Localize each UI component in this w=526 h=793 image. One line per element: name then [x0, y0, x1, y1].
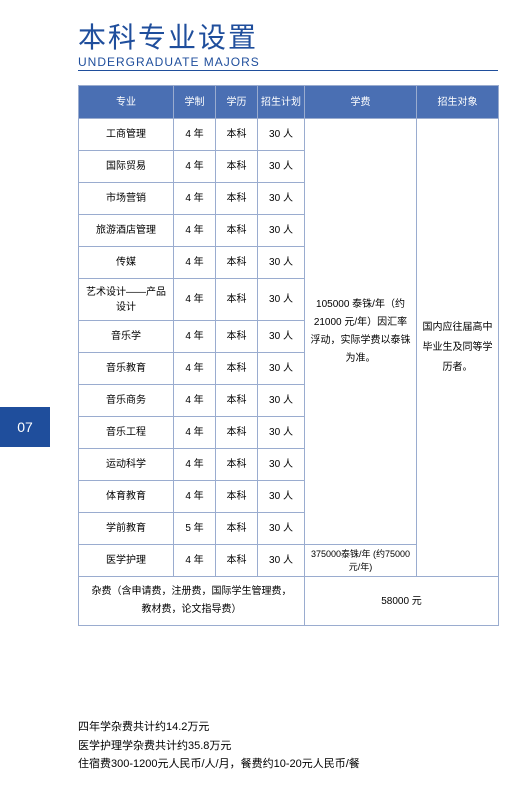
- cell-duration: 4 年: [174, 321, 216, 353]
- cell-miscfee-value: 58000 元: [305, 577, 499, 626]
- cell-major: 国际贸易: [79, 151, 174, 183]
- cell-plan: 30 人: [258, 417, 305, 449]
- cell-plan: 30 人: [258, 449, 305, 481]
- title-underline: [78, 70, 498, 71]
- cell-degree: 本科: [216, 215, 258, 247]
- cell-duration: 4 年: [174, 385, 216, 417]
- table-header-cell: 学费: [305, 86, 417, 119]
- page-title-en: UNDERGRADUATE MAJORS: [78, 55, 260, 69]
- cell-major: 医学护理: [79, 545, 174, 577]
- cell-plan: 30 人: [258, 183, 305, 215]
- cell-degree: 本科: [216, 119, 258, 151]
- cell-major: 体育教育: [79, 481, 174, 513]
- cell-major: 艺术设计——产品设计: [79, 279, 174, 321]
- cell-plan: 30 人: [258, 513, 305, 545]
- cell-degree: 本科: [216, 279, 258, 321]
- cell-duration: 4 年: [174, 183, 216, 215]
- cell-duration: 4 年: [174, 545, 216, 577]
- cell-plan: 30 人: [258, 353, 305, 385]
- cell-plan: 30 人: [258, 119, 305, 151]
- cell-plan: 30 人: [258, 279, 305, 321]
- cell-duration: 4 年: [174, 449, 216, 481]
- cell-degree: 本科: [216, 183, 258, 215]
- cell-major: 音乐商务: [79, 385, 174, 417]
- cell-degree: 本科: [216, 513, 258, 545]
- cell-duration: 4 年: [174, 247, 216, 279]
- table-row: 工商管理4 年本科30 人105000 泰铢/年（约 21000 元/年）因汇率…: [79, 119, 499, 151]
- table-header-cell: 学制: [174, 86, 216, 119]
- cell-plan: 30 人: [258, 545, 305, 577]
- cell-duration: 4 年: [174, 119, 216, 151]
- page-title-cn: 本科专业设置: [78, 16, 258, 56]
- page-number-badge: 07: [0, 407, 50, 447]
- note-line: 四年学杂费共计约14.2万元: [78, 718, 360, 737]
- footer-notes: 四年学杂费共计约14.2万元 医学护理学杂费共计约35.8万元 住宿费300-1…: [78, 718, 360, 774]
- cell-degree: 本科: [216, 545, 258, 577]
- cell-tuition-nursing: 375000泰铢/年 (约75000元/年): [305, 545, 417, 577]
- cell-degree: 本科: [216, 481, 258, 513]
- cell-degree: 本科: [216, 449, 258, 481]
- table-header-cell: 招生对象: [417, 86, 499, 119]
- cell-degree: 本科: [216, 385, 258, 417]
- cell-duration: 4 年: [174, 481, 216, 513]
- table-row-miscfee: 杂费（含申请费，注册费，国际学生管理费， 教材费，论文指导费）58000 元: [79, 577, 499, 626]
- cell-plan: 30 人: [258, 151, 305, 183]
- cell-degree: 本科: [216, 417, 258, 449]
- cell-major: 市场营销: [79, 183, 174, 215]
- cell-degree: 本科: [216, 151, 258, 183]
- majors-table-container: 专业学制学历招生计划学费招生对象 工商管理4 年本科30 人105000 泰铢/…: [78, 85, 498, 626]
- cell-tuition-main: 105000 泰铢/年（约 21000 元/年）因汇率浮动，实际学费以泰铢为准。: [305, 119, 417, 545]
- cell-duration: 4 年: [174, 353, 216, 385]
- cell-plan: 30 人: [258, 215, 305, 247]
- cell-plan: 30 人: [258, 321, 305, 353]
- cell-major: 音乐工程: [79, 417, 174, 449]
- cell-duration: 4 年: [174, 279, 216, 321]
- cell-duration: 4 年: [174, 215, 216, 247]
- cell-degree: 本科: [216, 353, 258, 385]
- cell-major: 音乐教育: [79, 353, 174, 385]
- table-header-cell: 学历: [216, 86, 258, 119]
- cell-major: 音乐学: [79, 321, 174, 353]
- cell-major: 传媒: [79, 247, 174, 279]
- cell-plan: 30 人: [258, 385, 305, 417]
- cell-major: 运动科学: [79, 449, 174, 481]
- note-line: 住宿费300-1200元人民币/人/月，餐费约10-20元人民币/餐: [78, 755, 360, 774]
- cell-degree: 本科: [216, 247, 258, 279]
- cell-degree: 本科: [216, 321, 258, 353]
- cell-duration: 4 年: [174, 417, 216, 449]
- table-header-cell: 招生计划: [258, 86, 305, 119]
- cell-miscfee-label: 杂费（含申请费，注册费，国际学生管理费， 教材费，论文指导费）: [79, 577, 305, 626]
- cell-major: 学前教育: [79, 513, 174, 545]
- cell-duration: 5 年: [174, 513, 216, 545]
- note-line: 医学护理学杂费共计约35.8万元: [78, 737, 360, 756]
- table-header-row: 专业学制学历招生计划学费招生对象: [79, 86, 499, 119]
- table-header-cell: 专业: [79, 86, 174, 119]
- majors-table: 专业学制学历招生计划学费招生对象 工商管理4 年本科30 人105000 泰铢/…: [78, 85, 499, 626]
- cell-duration: 4 年: [174, 151, 216, 183]
- cell-plan: 30 人: [258, 481, 305, 513]
- cell-major: 工商管理: [79, 119, 174, 151]
- cell-major: 旅游酒店管理: [79, 215, 174, 247]
- cell-target: 国内应往届高中毕业生及同等学历者。: [417, 119, 499, 577]
- cell-plan: 30 人: [258, 247, 305, 279]
